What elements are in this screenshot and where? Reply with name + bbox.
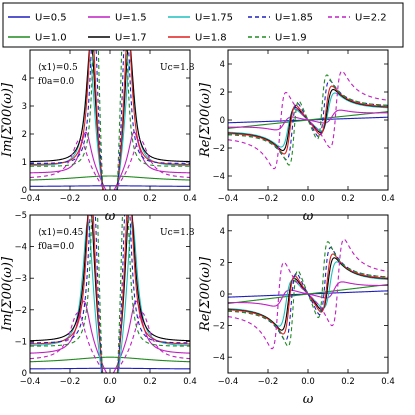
legend-entry: U=1.8 — [168, 33, 227, 44]
legend-label: U=1.5 — [115, 13, 147, 24]
y-tick-label: 2 — [220, 258, 225, 268]
legend-label: U=2.2 — [355, 13, 387, 24]
y-tick-label: 4 — [22, 74, 27, 84]
y-axis-label: Re[Σ00(ω)] — [198, 256, 213, 332]
legend-label: U=1.0 — [35, 33, 67, 44]
series-line — [30, 131, 190, 190]
y-tick-label: 0 — [22, 369, 27, 379]
y-tick-label: −4 — [212, 353, 225, 363]
annotation-x1: ⟨x1⟩=0.5 — [38, 63, 78, 73]
legend-entry: U=1.5 — [88, 13, 147, 24]
annotation-uc: Uc=1.8 — [160, 228, 195, 238]
legend-entry: U=0.5 — [8, 13, 67, 24]
y-tick-label: −5 — [14, 211, 27, 221]
y-tick-label: −2 — [212, 322, 225, 332]
legend-entry: U=1.75 — [168, 13, 233, 24]
y-tick-label: −4 — [212, 172, 225, 182]
series-line — [30, 367, 190, 370]
y-axis-label: Im[Σ00(ω)] — [0, 82, 15, 158]
legend: U=0.5 U=1.5 U=1.75 U=1.85 U=2.2 U=1.0 U=1.7 U=1… — [2, 2, 404, 48]
series-line — [30, 50, 190, 190]
x-tick-label: −0.2 — [258, 377, 279, 387]
annotation-f0a: f0a=0.0 — [38, 77, 75, 87]
y-tick-label: 0 — [220, 290, 225, 300]
annotation-f0a: f0a=0.0 — [38, 242, 75, 252]
series-line — [30, 215, 190, 373]
legend-label: U=1.75 — [195, 13, 233, 24]
series-line — [30, 185, 190, 187]
curve-group — [228, 70, 388, 170]
series-line — [30, 59, 190, 190]
x-tick-label: 0.2 — [143, 377, 157, 387]
plot-frame — [29, 214, 191, 374]
curve-group — [228, 238, 388, 350]
legend-entry: U=1.9 — [248, 33, 307, 44]
x-tick-label: −0.2 — [258, 194, 279, 204]
y-tick-label: 2 — [220, 88, 225, 98]
y-tick-label: −1 — [14, 337, 27, 347]
x-tick-label: −0.2 — [60, 377, 81, 387]
series-line — [30, 215, 190, 373]
legend-label: U=0.5 — [35, 13, 67, 24]
legend-entry: U=1.0 — [8, 33, 67, 44]
series-line — [30, 312, 190, 373]
series-line — [30, 219, 190, 373]
legend-entry: U=1.85 — [248, 13, 313, 24]
legend-label: U=1.9 — [275, 33, 307, 44]
x-tick-label: 0.0 — [301, 194, 315, 204]
x-tick-label: 0.2 — [143, 194, 157, 204]
x-tick-label: 0.4 — [381, 377, 395, 387]
x-tick-label: 0.0 — [103, 377, 117, 387]
y-tick-label: −2 — [212, 144, 225, 154]
y-tick-label: −3 — [14, 274, 27, 284]
y-tick-label: −2 — [14, 306, 27, 316]
y-tick-label: 4 — [220, 227, 225, 237]
x-tick-label: 0.0 — [301, 377, 315, 387]
legend-label: U=1.8 — [195, 33, 227, 44]
legend-frame — [2, 2, 404, 48]
series-line — [30, 175, 190, 181]
x-tick-label: 0.0 — [103, 194, 117, 204]
y-tick-label: 1 — [22, 158, 27, 168]
annotation-uc: Uc=1.8 — [160, 63, 195, 73]
curve-group — [30, 215, 190, 373]
x-tick-label: −0.4 — [218, 194, 239, 204]
series-line — [228, 70, 388, 170]
series-line — [30, 300, 190, 373]
x-tick-label: 0.4 — [381, 194, 395, 204]
y-tick-label: 3 — [22, 102, 27, 112]
y-axis-label: Re[Σ00(ω)] — [198, 82, 213, 158]
curve-group — [30, 50, 190, 190]
series-line — [30, 356, 190, 363]
series-line — [30, 50, 190, 190]
legend-entry: U=2.2 — [328, 13, 387, 24]
x-tick-label: 0.4 — [183, 377, 197, 387]
annotation-x1: ⟨x1⟩=0.45 — [38, 228, 84, 238]
x-tick-label: 0.2 — [341, 377, 355, 387]
legend-label: U=1.7 — [115, 33, 147, 44]
y-axis-label: Im[Σ00(ω)] — [0, 256, 15, 332]
x-tick-label: 0.2 — [341, 194, 355, 204]
y-tick-label: 0 — [22, 186, 27, 196]
y-tick-label: −4 — [14, 243, 27, 253]
x-tick-label: −0.4 — [20, 377, 41, 387]
series-line — [228, 238, 388, 350]
x-tick-label: −0.4 — [218, 377, 239, 387]
x-axis-label: ω — [303, 392, 314, 407]
legend-label: U=1.85 — [275, 13, 313, 24]
x-tick-label: 0.4 — [183, 194, 197, 204]
x-tick-label: −0.2 — [60, 194, 81, 204]
x-axis-label: ω — [105, 392, 116, 407]
y-tick-label: 4 — [220, 60, 225, 70]
x-tick-label: −0.4 — [20, 194, 41, 204]
y-tick-label: 0 — [220, 116, 225, 126]
y-tick-label: 2 — [22, 130, 27, 140]
legend-entry: U=1.7 — [88, 33, 147, 44]
